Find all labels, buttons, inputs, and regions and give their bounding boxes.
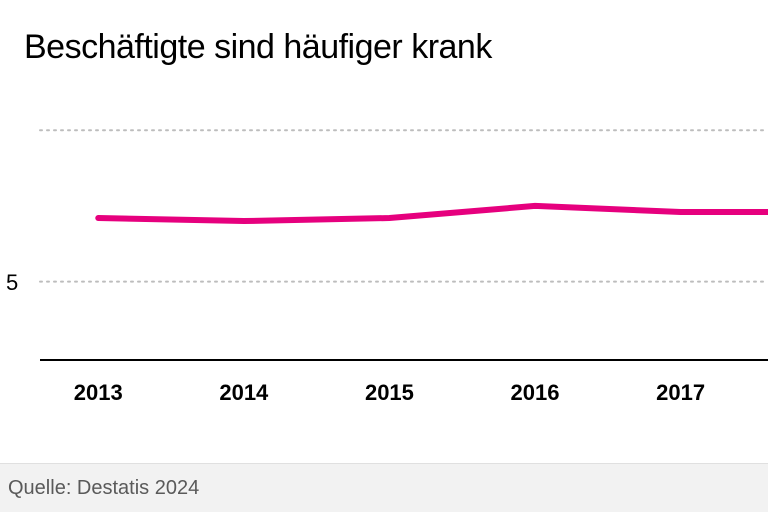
chart-svg — [0, 100, 768, 420]
x-tick-label: 2017 — [656, 380, 705, 406]
chart-container: Beschäftigte sind häufiger krank 5 2013 2… — [0, 0, 768, 512]
source-band: Quelle: Destatis 2024 — [0, 463, 768, 512]
x-tick-label: 2014 — [219, 380, 268, 406]
y-tick-label: 5 — [6, 270, 18, 296]
source-text: Quelle: Destatis 2024 — [8, 477, 199, 500]
chart-title: Beschäftigte sind häufiger krank — [24, 28, 492, 67]
x-tick-label: 2016 — [511, 380, 560, 406]
x-tick-label: 2013 — [74, 380, 123, 406]
plot-area: 5 2013 2014 2015 2016 2017 — [0, 100, 768, 420]
x-tick-label: 2015 — [365, 380, 414, 406]
